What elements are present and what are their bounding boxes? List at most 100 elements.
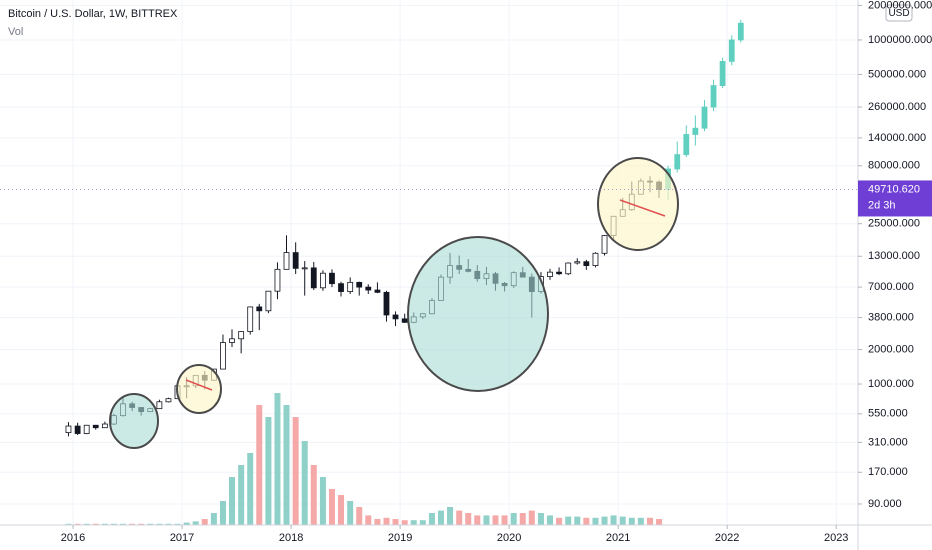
currency[interactable]: USD bbox=[888, 8, 909, 19]
volume-bar bbox=[601, 516, 608, 525]
candle-body bbox=[692, 127, 699, 135]
y-tick-label: 310.000 bbox=[868, 436, 908, 448]
volume-bar bbox=[147, 523, 154, 525]
candle-body bbox=[574, 261, 581, 264]
volume-bar bbox=[537, 513, 544, 525]
volume-bar bbox=[392, 519, 399, 525]
y-tick-label: 25000.000 bbox=[868, 218, 920, 230]
volume-bar bbox=[283, 405, 290, 525]
volume-bar bbox=[292, 417, 299, 525]
volume-bar bbox=[374, 519, 381, 525]
volume-bar bbox=[610, 515, 617, 525]
x-tick-label: 2021 bbox=[606, 532, 630, 544]
candle-body bbox=[565, 262, 572, 275]
volume-bar bbox=[165, 523, 172, 525]
candle-body bbox=[710, 85, 717, 108]
y-tick-label: 1000000.000 bbox=[868, 34, 932, 46]
volume-bar bbox=[465, 513, 472, 525]
x-tick-label: 2017 bbox=[170, 532, 194, 544]
candle-body bbox=[719, 61, 726, 86]
volume-bar bbox=[556, 517, 563, 525]
volume-bar bbox=[547, 515, 554, 525]
volume-bar bbox=[447, 507, 454, 525]
volume-bar bbox=[174, 523, 181, 525]
ellipse bbox=[176, 364, 222, 414]
x-tick-label: 2018 bbox=[279, 532, 303, 544]
volume-bar bbox=[338, 495, 345, 525]
volume-bar bbox=[628, 517, 635, 525]
volume-bar bbox=[110, 523, 117, 525]
volume-bar bbox=[592, 517, 599, 525]
candle-body bbox=[683, 134, 690, 156]
candle-body bbox=[74, 425, 81, 434]
volume-bar bbox=[656, 519, 663, 525]
subtitle: Vol bbox=[8, 26, 23, 38]
volume-bar bbox=[201, 519, 208, 525]
currency-box[interactable] bbox=[885, 4, 913, 22]
candle-body bbox=[101, 423, 108, 429]
candle-body bbox=[265, 290, 272, 312]
candle-body bbox=[247, 306, 254, 332]
candle-body bbox=[365, 286, 372, 291]
volume-bar bbox=[192, 521, 199, 525]
y-tick-label: 550.000 bbox=[868, 408, 908, 420]
volume-bar bbox=[437, 510, 444, 525]
candle-body bbox=[374, 289, 381, 293]
candle-body bbox=[301, 267, 308, 270]
candle-body bbox=[556, 271, 562, 275]
candle-body bbox=[728, 39, 735, 62]
y-tick-label: 170.000 bbox=[868, 466, 908, 478]
candle-body bbox=[283, 252, 290, 270]
volume-bar bbox=[83, 523, 90, 525]
volume-bar bbox=[247, 453, 254, 525]
candle-body bbox=[401, 318, 408, 323]
volume-bar bbox=[183, 522, 190, 525]
volume-bar bbox=[301, 441, 308, 525]
volume-bar bbox=[274, 393, 281, 525]
volume-bar bbox=[74, 523, 81, 525]
y-tick-label: 260000.000 bbox=[868, 101, 926, 113]
y-tick-label: 2000000.000 bbox=[868, 0, 932, 11]
volume-bar bbox=[574, 516, 581, 525]
candle-body bbox=[583, 261, 590, 266]
volume-bar bbox=[474, 515, 481, 525]
annotations bbox=[109, 157, 679, 449]
volume-bar bbox=[619, 516, 626, 525]
last-price-box bbox=[858, 180, 932, 217]
ellipse bbox=[597, 157, 679, 251]
candle-body bbox=[347, 281, 354, 292]
ellipse bbox=[407, 236, 549, 392]
volume-bar bbox=[646, 517, 653, 525]
candle-body bbox=[592, 252, 599, 266]
volume-bar bbox=[256, 405, 263, 525]
volume-bar bbox=[310, 465, 317, 525]
volume-bar bbox=[328, 489, 335, 525]
trend-line bbox=[185, 379, 213, 391]
y-tick-label: 80000.000 bbox=[868, 160, 920, 172]
candle-body bbox=[737, 22, 744, 41]
candle-body bbox=[310, 267, 317, 289]
volume-bar bbox=[138, 523, 145, 525]
volume-bar bbox=[519, 513, 526, 525]
volume-bar bbox=[483, 515, 490, 525]
candle-body bbox=[229, 338, 235, 343]
trend-line bbox=[619, 199, 666, 217]
volume-bar bbox=[356, 507, 363, 525]
volume-bar bbox=[428, 513, 435, 525]
y-tick-label: 3800.000 bbox=[868, 311, 914, 323]
x-tick-label: 2022 bbox=[715, 532, 739, 544]
x-tick-label: 2023 bbox=[824, 532, 848, 544]
candle-body bbox=[383, 291, 390, 316]
candle-body bbox=[238, 331, 245, 340]
volume-bar bbox=[347, 501, 354, 525]
x-tick-label: 2020 bbox=[497, 532, 521, 544]
y-tick-label: 140000.000 bbox=[868, 132, 926, 144]
volume-bar bbox=[65, 523, 72, 525]
candle-body bbox=[220, 342, 226, 370]
volume-bar bbox=[583, 517, 590, 525]
candle-body bbox=[165, 398, 172, 403]
volume-bar bbox=[119, 523, 126, 525]
